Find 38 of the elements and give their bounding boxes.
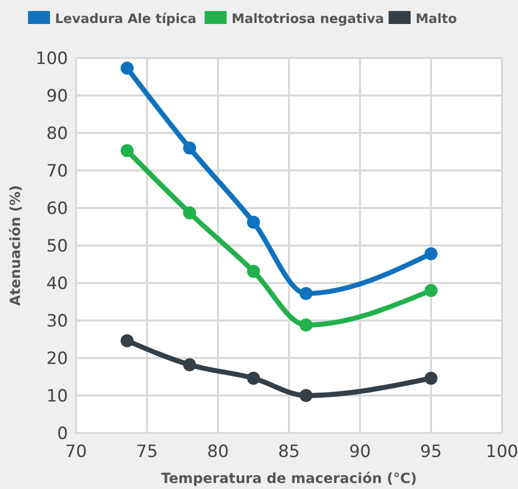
y-tick-label: 60	[46, 199, 68, 219]
x-tick-label: 100	[486, 442, 518, 462]
point	[300, 287, 313, 300]
y-tick-label: 70	[46, 162, 68, 182]
point	[120, 62, 134, 75]
point	[120, 144, 134, 158]
y-tick-label: 80	[46, 124, 68, 144]
legend-label: Levadura Ale típica	[55, 12, 196, 27]
y-tick-label: 100	[36, 49, 68, 69]
x-tick-label: 85	[278, 442, 300, 462]
point	[183, 142, 196, 154]
y-axis-title: Atenuación (%)	[8, 185, 24, 306]
y-tick-label: 90	[46, 86, 68, 106]
y-tick-label: 40	[46, 274, 68, 294]
point	[247, 264, 260, 278]
point	[424, 247, 438, 260]
x-tick-label: 90	[349, 442, 371, 462]
y-tick-label: 0	[57, 424, 68, 444]
point	[424, 372, 438, 385]
legend-label: Maltotriosa negativa	[232, 12, 384, 27]
y-tick-label: 20	[46, 349, 68, 369]
x-tick-label: 80	[207, 442, 229, 462]
point	[424, 284, 438, 297]
point	[120, 334, 134, 348]
x-axis-title: Temperatura de maceración (°C)	[161, 471, 417, 487]
x-tick-label: 95	[420, 442, 442, 462]
point	[300, 318, 313, 332]
x-tick-label: 75	[136, 442, 158, 462]
point	[300, 389, 313, 402]
y-tick-label: 50	[46, 236, 68, 256]
point	[183, 358, 196, 372]
x-tick-label: 70	[65, 442, 87, 462]
legend-label: Malto	[416, 12, 457, 27]
y-tick-label: 10	[46, 386, 68, 406]
y-tick-label: 30	[46, 312, 68, 332]
point	[247, 372, 260, 385]
point	[247, 216, 260, 229]
point	[183, 206, 196, 220]
